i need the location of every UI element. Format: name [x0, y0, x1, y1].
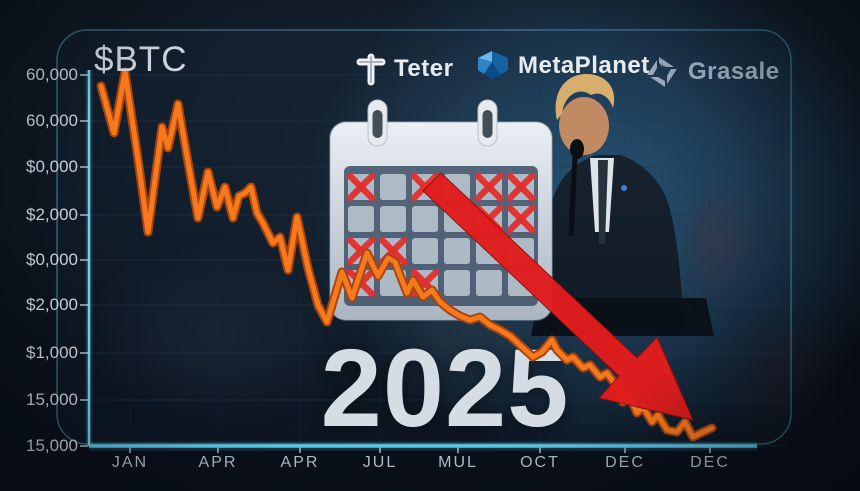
x-tick-label: DEC [605, 454, 645, 471]
tether-icon [356, 53, 386, 86]
calendar-x-mark [378, 236, 408, 266]
calendar-day-cell [380, 174, 406, 200]
calendar-x-mark [474, 204, 504, 234]
y-tick-label: 15,000 [26, 390, 78, 409]
calendar-x-mark [474, 204, 504, 234]
y-tick-label: $0,000 [26, 157, 78, 176]
metaplanet-label: MetaPlanet [518, 52, 650, 79]
calendar-x-mark [506, 172, 536, 202]
calendar-x-mark [474, 172, 504, 202]
grayscale-logo: Grasale [644, 54, 780, 90]
y-tick-label: $0,000 [26, 250, 78, 269]
metaplanet-logo: MetaPlanet ™ [476, 50, 668, 82]
tie [598, 160, 608, 244]
metaplanet-icon [478, 51, 508, 80]
grayscale-icon [647, 57, 677, 87]
calendar-day-cell [348, 238, 374, 264]
background-blob [715, 295, 845, 445]
y-tick-label: 15,000 [26, 436, 78, 455]
calendar-day-cell [348, 206, 374, 232]
y-tick-label: 60,000 [26, 111, 78, 130]
calendar-day-cell [348, 174, 374, 200]
y-tick-label: $1,000 [26, 343, 78, 362]
calendar-day-cell [508, 238, 534, 264]
calendar-x-mark [346, 236, 376, 266]
calendar-x-mark [506, 172, 536, 202]
calendar-day-cell [380, 238, 406, 264]
microphone-stand [568, 156, 578, 237]
calendar-day-cell [476, 206, 502, 232]
calendar-x-mark [506, 204, 536, 234]
x-tick-label: DEC [690, 454, 730, 471]
calendar-x-mark [410, 172, 440, 202]
tether-logo: Teter [356, 50, 453, 88]
year-overlay: 2025 [320, 327, 570, 450]
shirt [590, 158, 614, 232]
calendar-x-mark [506, 204, 536, 234]
calendar-x-mark [346, 172, 376, 202]
calendar-x-mark [474, 172, 504, 202]
grayscale-label: Grasale [688, 58, 780, 85]
calendar-x-mark [346, 268, 376, 298]
calendar-x-mark [346, 236, 376, 266]
calendar-day-cell [444, 174, 470, 200]
microphone-icon [570, 139, 584, 159]
calendar-x-mark [346, 172, 376, 202]
calendar-day-cell [348, 270, 374, 296]
tether-label: Teter [394, 55, 454, 82]
y-tick-label: $2,000 [26, 205, 78, 224]
y-tick-label: 60,000 [26, 65, 78, 84]
x-tick-label: APR [198, 454, 238, 471]
calendar-ring-icon [477, 99, 498, 147]
x-tick-label: OCT [520, 454, 560, 471]
x-tick-label: MUL [438, 454, 478, 471]
calendar-day-cell [508, 206, 534, 232]
calendar-x-mark [378, 236, 408, 266]
lapel-pin [621, 185, 627, 191]
calendar-ring-icon [367, 99, 388, 147]
background-blob [678, 175, 758, 305]
calendar-ring-hole [372, 110, 383, 138]
calendar-day-cell [412, 174, 438, 200]
calendar-day-cell [444, 206, 470, 232]
ticker-label: $BTC [94, 40, 188, 79]
face [559, 97, 609, 155]
suit [536, 155, 684, 330]
calendar-ring-hole [482, 110, 493, 138]
x-tick-label: JAN [111, 454, 149, 471]
calendar-x-mark [346, 268, 376, 298]
calendar-day-cell [476, 174, 502, 200]
calendar-day-cell [412, 206, 438, 232]
calendar-x-mark [410, 172, 440, 202]
x-tick-label: JUL [362, 454, 398, 471]
x-tick-label: APR [280, 454, 320, 471]
calendar-day-cell [380, 206, 406, 232]
y-tick-label: $2,000 [26, 295, 78, 314]
calendar-day-cell [508, 174, 534, 200]
